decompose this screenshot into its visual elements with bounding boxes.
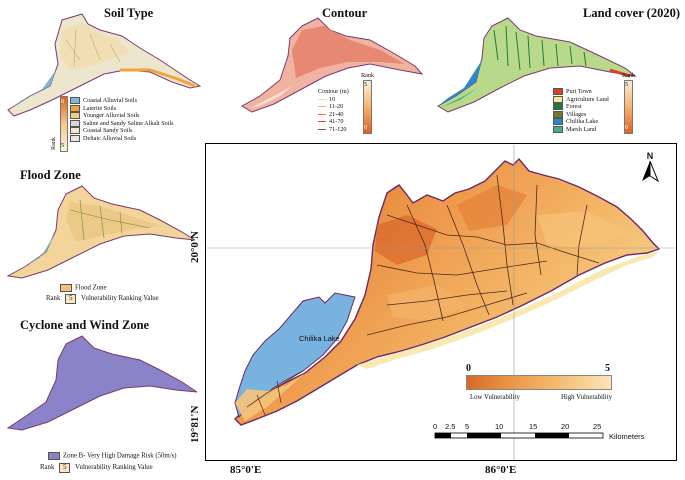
- lon-label-left: 85°0'E: [230, 464, 262, 476]
- flood-rank-box: 5: [65, 294, 77, 304]
- land-cover-rank-bar: [624, 80, 633, 134]
- contour-rank-bar: [363, 80, 372, 134]
- scale-tick: 20: [561, 422, 570, 431]
- lat-label-bottom: 19°81'N: [189, 405, 201, 443]
- land-cover-map: [437, 17, 637, 113]
- soil-rank-label: Rank: [50, 136, 57, 150]
- cyclone-swatch: [48, 452, 60, 460]
- legend-swatch: [318, 106, 326, 108]
- legend-swatch: [318, 98, 326, 100]
- land-cover-rank-label: Rank: [622, 72, 636, 79]
- cyclone-legend-label: Zone B- Very High Damage Risk (50m/s): [63, 452, 177, 460]
- legend-swatch: [318, 129, 326, 131]
- lat-label-top: 20°0'N: [189, 231, 201, 263]
- legend-swatch: [70, 119, 80, 127]
- vuln-low-label: Low Vulnerability: [470, 394, 520, 401]
- legend-item: Deltaic Alluvial Soils: [70, 135, 174, 143]
- legend-item: Forest: [553, 103, 609, 111]
- soil-rank-bar: [60, 96, 68, 152]
- legend-item: 11-20: [318, 103, 349, 111]
- cyclone-title: Cyclone and Wind Zone: [20, 318, 150, 332]
- legend-item: 10: [318, 96, 349, 104]
- scale-tick: 15: [529, 422, 538, 431]
- north-arrow: N: [640, 151, 660, 188]
- legend-swatch: [553, 110, 563, 118]
- north-label: N: [646, 151, 654, 161]
- contour-rank-bottom: 0: [364, 124, 368, 131]
- legend-swatch: [553, 118, 563, 126]
- contour-rank-top: 5: [364, 81, 368, 88]
- scale-tick: 25: [593, 422, 602, 431]
- contour-rank-label: Rank: [361, 72, 375, 79]
- legend-swatch: [70, 112, 80, 120]
- contour-map: [241, 17, 424, 113]
- legend-item: Younger Alluvial Soils: [70, 112, 174, 120]
- contour-legend-title: Contour (m): [318, 88, 349, 95]
- scale-tick: 0: [433, 422, 438, 431]
- lake-label: Chilika Lake: [299, 334, 340, 343]
- contour-legend: Contour (m) 10 11-20 21-40 41-70 71-120: [318, 88, 349, 134]
- scale-bar-graphic: [434, 432, 604, 439]
- soil-type-map: [7, 13, 202, 117]
- legend-item: Chilika Lake: [553, 118, 609, 126]
- vuln-max-label: 5: [605, 363, 610, 374]
- legend-swatch: [318, 121, 326, 123]
- land-cover-rank-top: 5: [625, 81, 629, 88]
- legend-swatch: [553, 95, 563, 103]
- scale-tick: 10: [495, 422, 504, 431]
- legend-item: Puri Town: [553, 88, 609, 96]
- legend-item: 71-120: [318, 126, 349, 134]
- land-cover-rank-bottom: 0: [625, 124, 629, 131]
- contour-title: Contour: [322, 6, 368, 20]
- soil-legend: Coastal Alluvial Soils Laterite Soils Yo…: [70, 97, 174, 143]
- scale-bar: 0 2.5 5 10 15 20 25 Kilometers: [431, 423, 671, 445]
- cyclone-rank-row: Rank 5 Vulnerability Ranking Value: [40, 463, 153, 473]
- legend-swatch: [553, 126, 563, 134]
- scale-unit-label: Kilometers: [609, 432, 645, 441]
- flood-rank-row: Rank 5 Vulnerability Ranking Value: [46, 294, 159, 304]
- vuln-min-label: 0: [466, 363, 471, 374]
- cyclone-rank-box: 5: [59, 463, 71, 473]
- legend-item: Marsh Land: [553, 126, 609, 134]
- land-cover-legend: Puri Town Agriculture Land Forest Villag…: [553, 88, 609, 134]
- scale-tick: 2.5: [445, 422, 456, 431]
- legend-item: Agriculture Land: [553, 96, 609, 104]
- legend-item: Laterite Soils: [70, 105, 174, 113]
- legend-swatch: [318, 113, 326, 115]
- flood-zone-title: Flood Zone: [20, 168, 81, 182]
- vulnerability-legend: 0 5 Low Vulnerability High Vulnerability: [466, 363, 612, 404]
- legend-item: 21-40: [318, 111, 349, 119]
- lon-label-right: 86°0'E: [485, 464, 517, 476]
- cyclone-legend: Zone B- Very High Damage Risk (50m/s): [48, 452, 177, 460]
- legend-item: 41-70: [318, 118, 349, 126]
- legend-item: Saline and Sandy Saline Alkali Soils: [70, 120, 174, 128]
- legend-swatch: [70, 135, 80, 143]
- legend-swatch: [553, 103, 563, 111]
- land-cover-title: Land cover (2020): [583, 6, 680, 20]
- flood-legend-label: Flood Zone: [75, 284, 107, 292]
- legend-swatch: [70, 97, 80, 105]
- main-vulnerability-map: [207, 145, 676, 460]
- legend-swatch: [70, 104, 80, 112]
- soil-rank-top: 0: [61, 98, 65, 105]
- flood-legend: Flood Zone: [60, 284, 107, 292]
- legend-item: Coastal Alluvial Soils: [70, 97, 174, 105]
- scale-tick: 5: [465, 422, 470, 431]
- soil-rank-bottom: 5: [61, 142, 65, 149]
- cyclone-map: [6, 335, 198, 431]
- vulnerability-gradient-bar: [466, 375, 612, 390]
- vuln-high-label: High Vulnerability: [560, 394, 612, 401]
- legend-item: Coastal Sandy Soils: [70, 127, 174, 135]
- flood-zone-map: [6, 185, 196, 279]
- soil-type-title: Soil Type: [104, 6, 154, 20]
- flood-swatch: [60, 284, 72, 292]
- legend-swatch: [70, 127, 80, 135]
- legend-swatch: [553, 88, 563, 96]
- legend-item: Villages: [553, 111, 609, 119]
- north-arrow-icon: [642, 160, 660, 183]
